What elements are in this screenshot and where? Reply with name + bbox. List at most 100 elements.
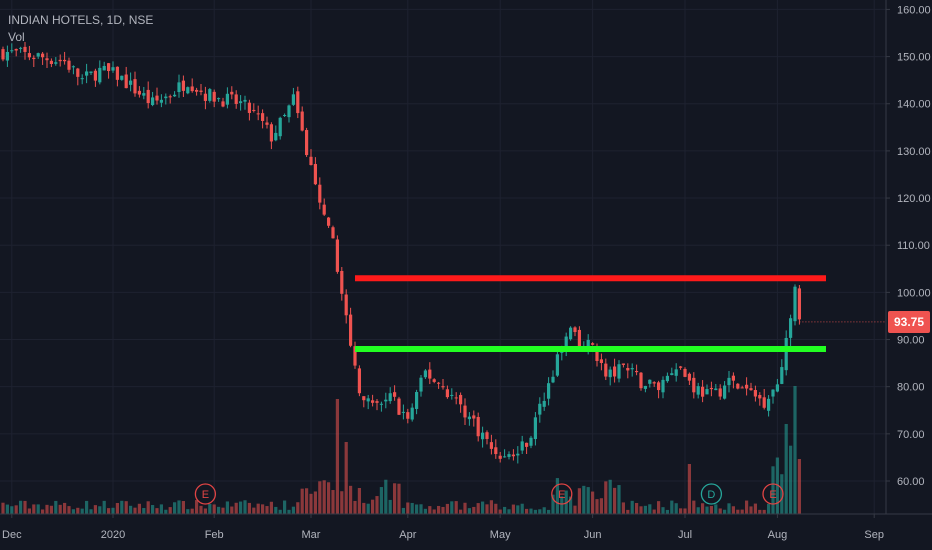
candle [313,157,317,186]
candle [661,376,665,399]
candle [124,66,128,89]
volume-bar [542,507,546,514]
volume-bar [503,506,507,514]
candle [599,353,603,371]
earnings-marker: E [194,483,217,505]
candle [401,404,405,420]
candle-body [731,375,735,381]
volume-bar [36,504,40,514]
candle-body [450,394,454,396]
candle-body [718,388,722,397]
volume-bar [445,503,449,514]
volume-bar [164,509,168,514]
candle [371,394,375,407]
candle [36,52,40,59]
candle-body [547,383,551,399]
candle-body [129,80,133,85]
volume-bar [173,502,177,514]
candle [27,45,31,61]
candle [208,88,212,103]
candle-body [749,388,753,391]
volume-bar [745,500,749,514]
candle [406,408,410,424]
candle-body [327,217,331,226]
volume-bar [58,504,62,514]
y-tick-label: 130.00 [897,146,931,158]
candle-body [648,379,652,384]
volume-bar [349,485,353,514]
candle-body [599,359,603,363]
volume-bar [560,496,564,514]
candle [714,383,718,391]
volume-bar [670,500,674,514]
candle [221,97,225,108]
candle [397,396,401,416]
candle-body [120,75,124,80]
candle-body [665,375,669,382]
y-tick-label: 100.00 [897,287,931,299]
candle-body [472,415,476,419]
volume-bar [740,509,744,514]
candle [300,106,304,132]
candle-body [335,239,339,272]
x-tick-label: Jul [678,529,692,541]
candle [331,225,335,239]
candle [291,87,295,106]
candle-body [344,294,348,316]
candle-body [767,398,771,411]
candle-body [485,432,489,439]
volume-bar [797,459,801,514]
candle-body [195,89,199,92]
volume-bar [665,509,669,514]
candle [67,57,71,73]
candle-body [657,382,661,391]
x-axis: Dec 2020 Feb Mar Apr May Jun Jul Aug Sep [0,513,932,550]
volume-bar [661,507,665,514]
candle [274,125,278,142]
candle [256,105,260,121]
candle-body [591,343,595,345]
candle-body [318,184,322,203]
candle [63,51,67,65]
volume-bar [419,504,423,514]
volume-bars [1,386,801,514]
candle [243,95,247,110]
candle [718,384,722,400]
candle [410,403,414,422]
volume-bar [159,504,163,514]
candle [564,332,568,357]
candle [305,127,309,157]
x-tick-label: Dec [2,529,22,541]
candle-body [212,91,216,102]
candle-body [670,373,674,376]
candle-body [300,111,304,131]
volume-bar [463,502,467,514]
candle-body [252,109,256,111]
volume-bar [247,502,251,514]
volume-bar [709,505,713,514]
candle [626,363,630,379]
candle-body [714,388,718,391]
candle [784,330,788,376]
marker-label: E [558,489,565,501]
candle-body [621,363,625,365]
volume-bar [375,496,379,514]
candle [542,392,546,411]
candle [665,372,669,383]
candle-body [93,70,97,81]
candle-body [542,400,546,407]
candle [635,364,639,376]
x-tick-label: 2020 [101,529,125,541]
candle [538,397,542,423]
candle [758,392,762,406]
candle [340,267,344,301]
volume-bar [401,507,405,514]
volume-bar [718,508,722,514]
candle-body [98,67,102,83]
candle [366,394,370,410]
candle [701,380,705,403]
candle [111,61,115,73]
candle-body [736,383,740,389]
